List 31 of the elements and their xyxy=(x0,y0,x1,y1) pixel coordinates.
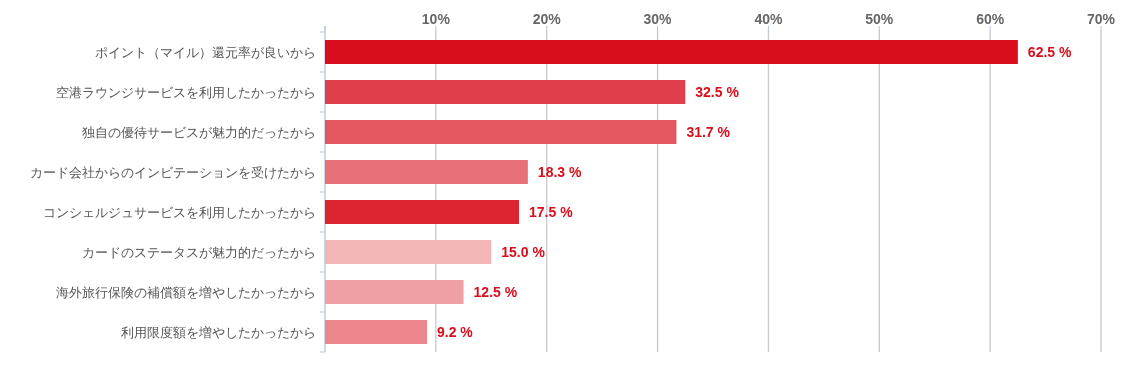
bar xyxy=(325,200,519,224)
y-tick-label: 独自の優待サービスが魅力的だったから xyxy=(82,125,316,140)
bar xyxy=(325,160,528,184)
data-label: 62.5 % xyxy=(1027,44,1072,60)
data-label: 12.5 % xyxy=(473,284,518,300)
y-tick-label: 海外旅行保険の補償額を増やしたかったから xyxy=(56,285,316,300)
x-tick-label: 10% xyxy=(421,11,451,27)
x-tick-label: 40% xyxy=(754,11,783,27)
x-tick-label: 30% xyxy=(643,11,673,27)
bar xyxy=(325,240,492,264)
bar xyxy=(325,120,677,144)
data-label: 9.2 % xyxy=(436,324,474,340)
data-label: 15.0 % xyxy=(501,244,546,260)
data-label: 17.5 % xyxy=(529,204,574,220)
y-tick-label: 利用限度額を増やしたかったから xyxy=(121,325,316,340)
bar xyxy=(325,280,464,304)
bar xyxy=(325,320,427,344)
data-label: 31.7 % xyxy=(686,124,731,140)
y-tick-label: コンシェルジュサービスを利用したかったから xyxy=(43,205,316,220)
x-tick-label: 60% xyxy=(976,11,1005,27)
bar xyxy=(325,40,1018,64)
x-tick-label: 70% xyxy=(1086,11,1116,27)
bar xyxy=(325,80,686,104)
y-tick-label: 空港ラウンジサービスを利用したかったから xyxy=(56,85,316,100)
data-label: 32.5 % xyxy=(695,84,740,100)
y-tick-label: カード会社からのインビテーションを受けたから xyxy=(30,165,316,180)
y-tick-label: ポイント（マイル）還元率が良いから xyxy=(95,45,316,60)
x-tick-label: 50% xyxy=(865,11,894,27)
data-label: 18.3 % xyxy=(537,164,583,180)
x-tick-label: 20% xyxy=(532,11,562,27)
y-tick-label: カードのステータスが魅力的だったから xyxy=(82,245,316,260)
